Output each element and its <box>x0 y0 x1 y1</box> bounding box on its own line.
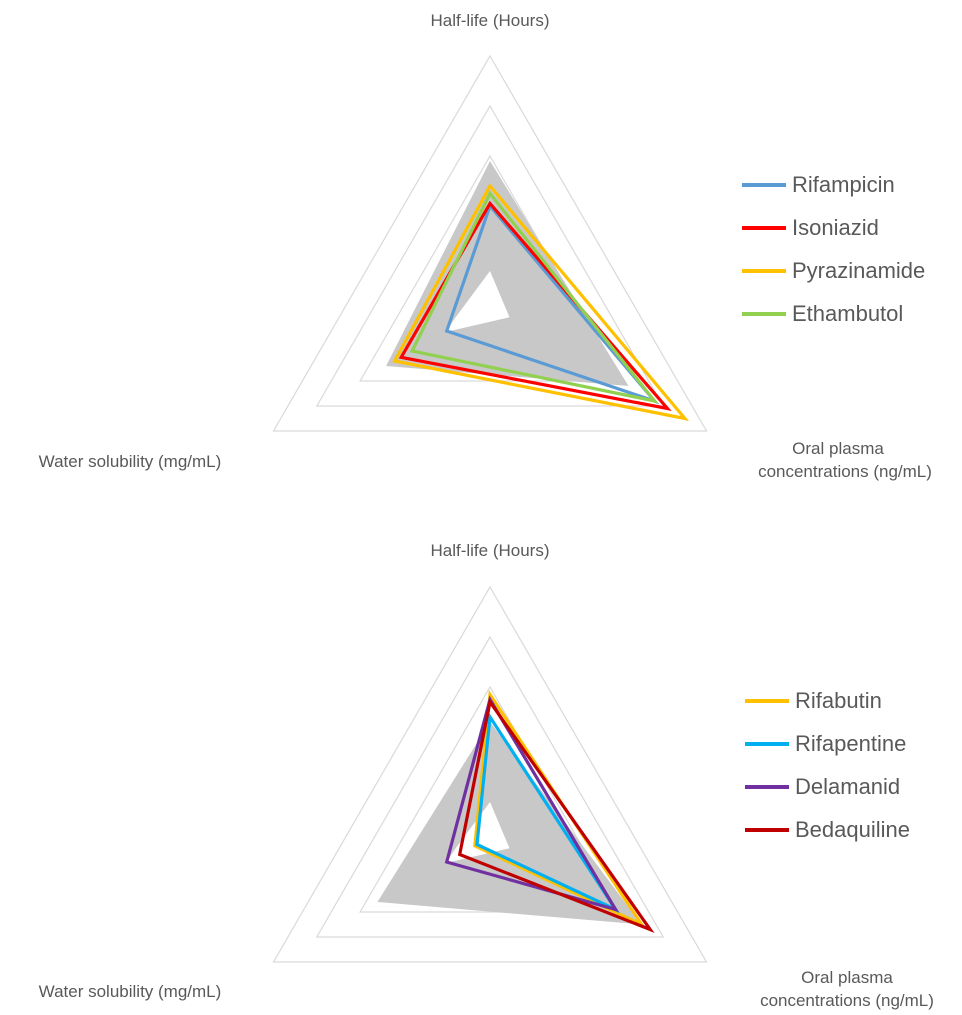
legend-item-rifampicin: Rifampicin <box>742 163 925 206</box>
series-delamanid <box>444 695 620 913</box>
legend-item-ethambutol: Ethambutol <box>742 292 925 335</box>
legend-item-bedaquiline: Bedaquiline <box>745 808 910 851</box>
legend-label: Bedaquiline <box>795 816 910 842</box>
series-rifapentine <box>475 712 621 914</box>
legend-item-pyrazinamide: Pyrazinamide <box>742 249 925 292</box>
legend-swatch <box>742 225 786 230</box>
legend-swatch <box>742 182 786 187</box>
series-ethambutol <box>409 190 659 404</box>
legend-swatch <box>745 827 789 832</box>
grid-ring <box>315 104 665 407</box>
legend-swatch <box>742 268 786 273</box>
series-rifampicin <box>444 202 660 405</box>
legend-swatch <box>742 311 786 316</box>
axis-label-water-solubility: Water solubility (mg/mL) <box>39 982 222 1001</box>
legend-item-rifabutin: Rifabutin <box>745 679 910 722</box>
shaded-range-region <box>386 161 629 386</box>
grid-ring <box>315 635 665 938</box>
legend-second-line: Rifabutin Rifapentine Delamanid Bedaquil… <box>745 679 910 851</box>
legend-swatch <box>745 741 789 746</box>
grid-ring <box>272 54 708 432</box>
series-bedaquiline <box>457 698 655 933</box>
legend-first-line: Rifampicin Isoniazid Pyrazinamide Ethamb… <box>742 163 925 335</box>
shaded-range-region <box>377 722 642 925</box>
axis-label-half-life: Half-life (Hours) <box>430 11 549 30</box>
legend-label: Ethambutol <box>792 300 904 326</box>
legend-label: Rifapentine <box>795 730 907 756</box>
legend-item-isoniazid: Isoniazid <box>742 206 925 249</box>
radar-chart-second-line: Half-life (Hours) Oral plasma concentrat… <box>39 541 934 1010</box>
axis-label-oral-plasma-line1: Oral plasma <box>801 968 893 987</box>
legend-label: Pyrazinamide <box>792 257 926 283</box>
legend-swatch <box>745 698 789 703</box>
legend-label: Rifabutin <box>795 687 882 713</box>
series-pyrazinamide <box>392 183 690 421</box>
legend-item-rifapentine: Rifapentine <box>745 722 910 765</box>
radar-chart-first-line: Half-life (Hours) Oral plasma concentrat… <box>39 11 932 481</box>
legend-swatch <box>745 784 789 789</box>
legend-label: Rifampicin <box>792 171 895 197</box>
legend-label: Isoniazid <box>792 214 879 240</box>
legend-item-delamanid: Delamanid <box>745 765 910 808</box>
grid-ring <box>359 685 621 913</box>
axis-label-oral-plasma-line2: concentrations (ng/mL) <box>760 991 934 1010</box>
axis-label-oral-plasma-line1: Oral plasma <box>792 439 884 458</box>
axis-label-water-solubility: Water solubility (mg/mL) <box>39 452 222 471</box>
grid-ring <box>272 585 708 963</box>
axis-label-oral-plasma-line2: concentrations (ng/mL) <box>758 462 932 481</box>
legend-label: Delamanid <box>795 773 901 799</box>
axis-label-half-life: Half-life (Hours) <box>430 541 549 560</box>
